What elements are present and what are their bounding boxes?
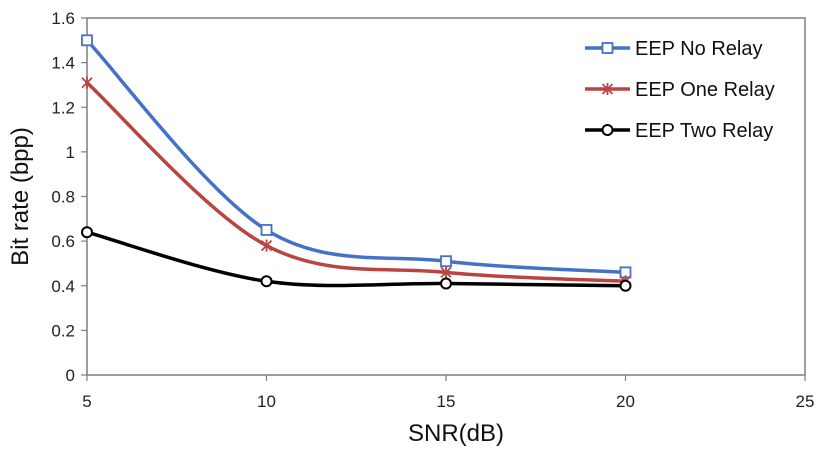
x-axis-title: SNR(dB)	[408, 420, 504, 447]
y-tick-label: 1.4	[51, 54, 75, 73]
y-tick-label: 0.6	[51, 232, 75, 251]
series-markers	[81, 34, 632, 292]
legend-label: EEP One Relay	[635, 79, 775, 101]
y-tick-label: 1.2	[51, 98, 75, 117]
series-line-2	[85, 230, 628, 288]
data-point-2	[81, 226, 93, 239]
x-tick-label: 20	[616, 392, 635, 411]
plot-frame	[86, 17, 806, 376]
legend-label: EEP Two Relay	[635, 120, 773, 142]
data-point-1	[260, 239, 273, 252]
series-line-1	[85, 80, 628, 284]
legend-marker	[601, 42, 614, 54]
data-point-2	[260, 275, 273, 288]
data-point-2	[440, 277, 452, 290]
y-tick-label: 0.4	[51, 277, 75, 296]
y-tick-label: 0	[66, 366, 75, 385]
y-tick-label: 0.8	[51, 188, 75, 207]
legend-marker	[601, 83, 614, 95]
data-point-2	[619, 279, 632, 292]
data-point-0	[81, 34, 93, 47]
data-point-0	[260, 224, 273, 236]
y-axis-title: Bit rate (bpp)	[7, 127, 34, 266]
data-point-0	[440, 255, 452, 268]
legend-marker	[601, 124, 614, 136]
data-point-1	[81, 76, 93, 89]
x-axis-ticks: 5 10 15 20 25	[82, 375, 814, 411]
x-tick-label: 25	[796, 392, 815, 411]
legend: EEP No Relay EEP One Relay EEP Two Relay	[585, 38, 775, 142]
legend-label: EEP No Relay	[635, 38, 762, 60]
plot-area-border	[86, 17, 806, 376]
y-tick-label: 1	[66, 143, 75, 162]
x-tick-label: 10	[257, 392, 276, 411]
y-axis-ticks: 0 0.2 0.4 0.6 0.8 1 1.2 1.4 1.6	[51, 9, 87, 385]
data-point-1	[440, 266, 452, 279]
y-tick-label: 1.6	[51, 9, 75, 28]
series-line-0	[85, 38, 628, 275]
x-tick-label: 5	[82, 392, 91, 411]
legend-item-1: EEP One Relay	[585, 79, 775, 101]
series-lines	[85, 38, 628, 288]
y-tick-label: 0.2	[51, 321, 75, 340]
x-tick-label: 15	[437, 392, 456, 411]
legend-item-2: EEP Two Relay	[585, 120, 773, 142]
legend-item-0: EEP No Relay	[585, 38, 762, 60]
